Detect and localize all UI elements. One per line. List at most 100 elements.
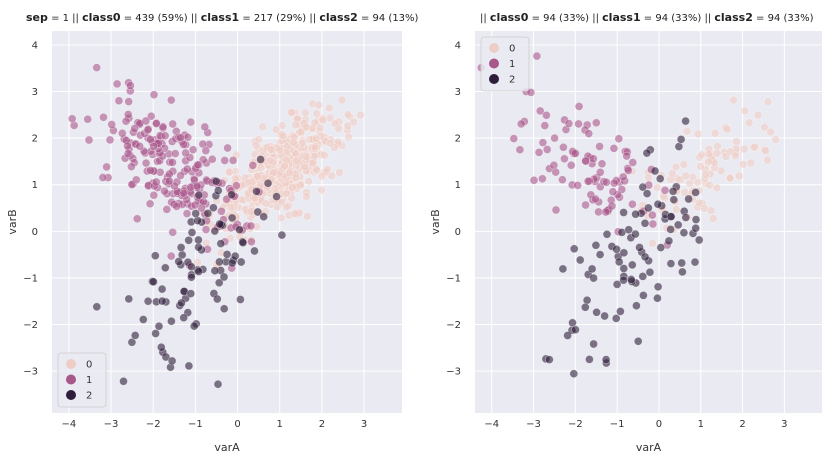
data-point bbox=[286, 108, 296, 117]
data-point bbox=[236, 257, 246, 267]
data-point bbox=[118, 128, 127, 138]
data-point bbox=[671, 162, 681, 172]
data-point bbox=[682, 127, 692, 136]
data-point bbox=[258, 122, 267, 131]
data-point bbox=[564, 119, 574, 128]
data-point bbox=[194, 267, 203, 276]
legend-label-0: 0 bbox=[509, 44, 515, 55]
y-tick-label: 3 bbox=[455, 87, 461, 98]
data-point bbox=[149, 142, 158, 151]
data-point bbox=[681, 116, 690, 126]
data-point bbox=[188, 145, 198, 154]
data-point bbox=[187, 262, 196, 272]
data-point bbox=[635, 243, 644, 252]
data-point bbox=[237, 195, 247, 204]
data-point bbox=[182, 209, 192, 218]
data-point bbox=[563, 331, 572, 340]
chart-title: || class0 = 94 (33%) || class1 = 94 (33%… bbox=[480, 11, 814, 24]
data-point bbox=[83, 114, 92, 124]
series-class-2 bbox=[92, 155, 287, 389]
x-tick-label: 0 bbox=[234, 419, 240, 430]
data-point bbox=[642, 189, 652, 198]
data-point bbox=[311, 134, 321, 143]
data-point bbox=[176, 133, 185, 143]
data-point bbox=[731, 151, 740, 160]
data-point bbox=[246, 221, 256, 231]
data-point bbox=[631, 229, 640, 239]
data-point bbox=[126, 81, 135, 90]
data-point bbox=[165, 176, 174, 186]
data-point bbox=[168, 119, 177, 129]
data-point bbox=[571, 149, 580, 158]
data-point bbox=[594, 207, 603, 217]
data-point bbox=[589, 154, 598, 163]
data-point bbox=[655, 174, 665, 183]
data-point bbox=[653, 199, 663, 209]
data-point bbox=[710, 128, 720, 138]
data-point bbox=[740, 106, 750, 116]
data-point bbox=[587, 264, 597, 274]
data-point bbox=[141, 158, 151, 168]
data-point bbox=[704, 149, 714, 159]
data-point bbox=[684, 194, 693, 204]
x-axis-label: varA bbox=[214, 441, 240, 454]
data-point bbox=[152, 177, 161, 187]
data-point bbox=[256, 155, 265, 164]
data-point bbox=[705, 180, 715, 190]
data-point bbox=[214, 186, 223, 195]
data-point bbox=[644, 203, 653, 213]
data-point bbox=[558, 175, 567, 184]
data-point bbox=[261, 199, 271, 208]
data-point bbox=[151, 251, 160, 260]
data-point bbox=[681, 171, 691, 181]
x-tick-label: −2 bbox=[568, 419, 583, 430]
data-point bbox=[141, 116, 151, 126]
data-point bbox=[574, 119, 583, 129]
data-point bbox=[149, 277, 158, 287]
data-point bbox=[269, 168, 279, 177]
x-tick-label: −4 bbox=[484, 419, 499, 430]
data-point bbox=[648, 210, 657, 220]
data-point bbox=[193, 160, 203, 169]
data-point bbox=[222, 250, 232, 259]
data-point bbox=[238, 238, 248, 247]
data-point bbox=[315, 123, 325, 132]
data-point bbox=[622, 151, 632, 161]
data-point bbox=[591, 118, 601, 128]
data-point bbox=[669, 195, 679, 204]
legend: 0 1 2 bbox=[480, 36, 530, 92]
data-point bbox=[623, 166, 633, 175]
data-point bbox=[157, 284, 167, 294]
data-point bbox=[589, 273, 598, 283]
data-point bbox=[183, 164, 192, 174]
data-point bbox=[186, 117, 196, 127]
data-point bbox=[226, 203, 235, 212]
data-point bbox=[184, 361, 194, 371]
data-point bbox=[84, 135, 94, 145]
data-point bbox=[277, 230, 287, 240]
data-point bbox=[581, 156, 590, 166]
data-point bbox=[277, 121, 287, 130]
series-class-1 bbox=[67, 63, 264, 273]
data-point bbox=[712, 149, 722, 158]
data-point bbox=[325, 113, 335, 123]
x-tick-label: −2 bbox=[146, 419, 161, 430]
x-tick-label: 1 bbox=[277, 419, 283, 430]
data-point bbox=[595, 142, 604, 151]
data-point bbox=[739, 144, 749, 154]
data-point bbox=[310, 151, 319, 161]
data-point bbox=[252, 187, 261, 196]
data-point bbox=[744, 118, 754, 127]
data-point bbox=[592, 307, 601, 317]
data-point bbox=[672, 205, 681, 214]
data-point bbox=[693, 178, 703, 187]
x-tick-label: 3 bbox=[361, 419, 367, 430]
data-point bbox=[558, 264, 568, 274]
data-point bbox=[738, 160, 748, 169]
data-point bbox=[279, 131, 288, 141]
data-point bbox=[99, 113, 108, 122]
data-point bbox=[114, 96, 124, 105]
legend-label-1: 1 bbox=[86, 375, 92, 386]
chart-panel-1: −4 −3 −2 −1 0 1 2 3 −3 −2 −1 0 1 2 3 4 varA varB sep = 1 |… bbox=[6, 11, 419, 454]
data-point bbox=[149, 90, 159, 99]
